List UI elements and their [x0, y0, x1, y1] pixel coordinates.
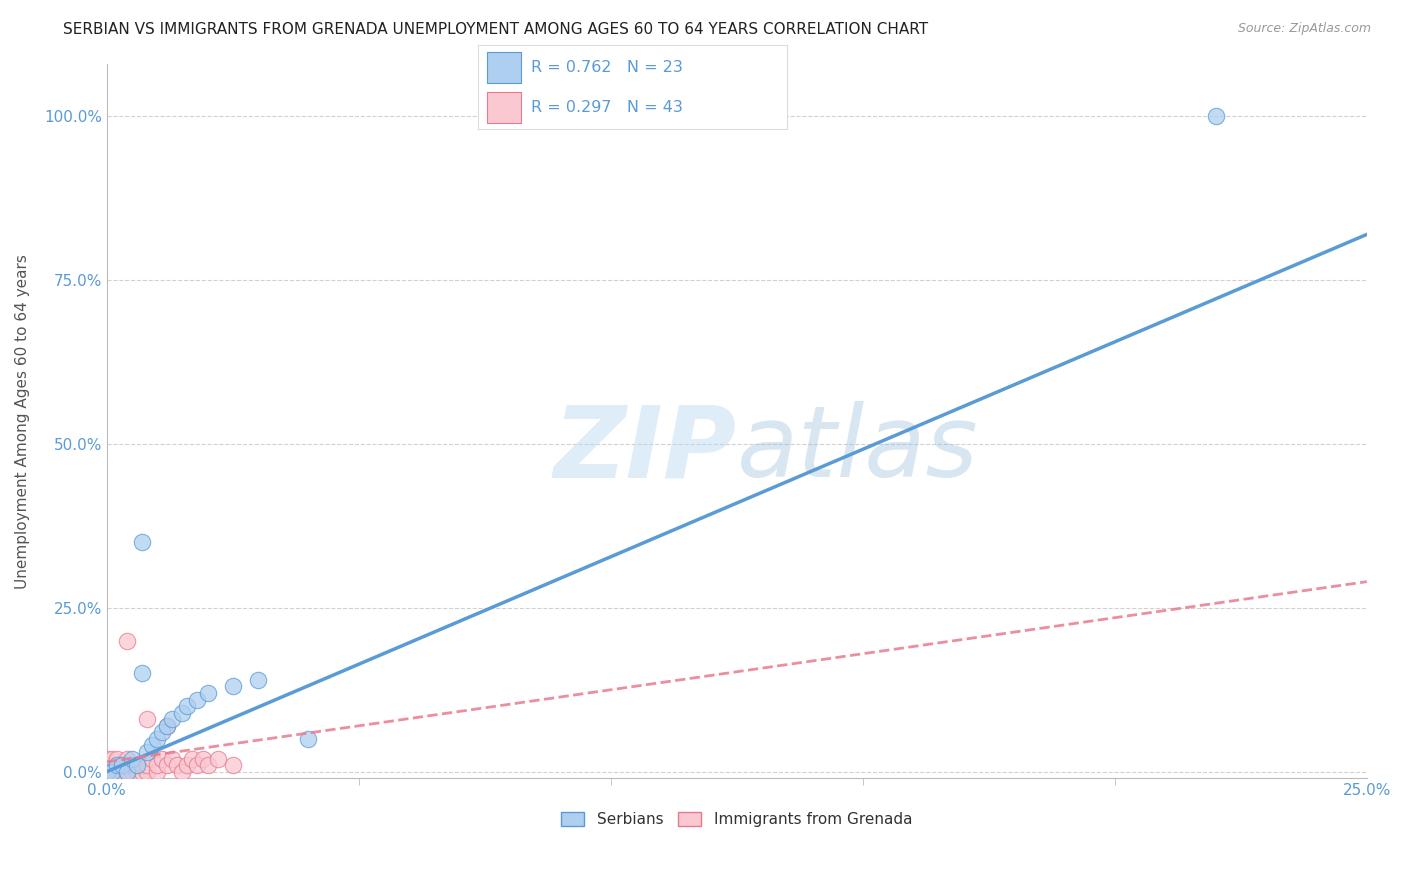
Legend: Serbians, Immigrants from Grenada: Serbians, Immigrants from Grenada [554, 805, 920, 835]
Point [146, 764, 169, 779]
Point [96, 764, 118, 779]
Point [131, 758, 153, 772]
Point [131, 764, 153, 779]
Point [176, 758, 198, 772]
Point [186, 692, 208, 706]
Point [136, 712, 159, 726]
Point [115, 758, 138, 772]
Point [166, 758, 188, 772]
Point [136, 764, 159, 779]
Point [136, 745, 159, 759]
Point [101, 764, 124, 779]
Point [176, 699, 198, 714]
Point [222, 680, 245, 694]
Point [246, 673, 269, 687]
Point [186, 758, 208, 772]
Point [131, 666, 153, 681]
Point [105, 764, 128, 779]
Point [96, 758, 118, 772]
Point [1205, 110, 1227, 124]
Point [115, 633, 138, 648]
Point [111, 758, 134, 772]
Point [150, 751, 173, 765]
Point [125, 764, 148, 779]
Point [172, 706, 194, 720]
Point [111, 764, 134, 779]
Text: Source: ZipAtlas.com: Source: ZipAtlas.com [1237, 22, 1371, 36]
Point [105, 758, 128, 772]
Point [191, 751, 214, 765]
Point [172, 764, 194, 779]
Point [125, 758, 148, 772]
Point [131, 535, 153, 549]
Point [222, 758, 245, 772]
Point [105, 758, 128, 772]
Point [156, 719, 179, 733]
Point [115, 764, 138, 779]
Point [162, 712, 184, 726]
Point [121, 758, 143, 772]
Point [96, 764, 118, 779]
Y-axis label: Unemployment Among Ages 60 to 64 years: Unemployment Among Ages 60 to 64 years [15, 253, 30, 589]
Point [96, 758, 118, 772]
Point [181, 751, 204, 765]
Point [156, 719, 179, 733]
Point [141, 751, 163, 765]
Point [101, 758, 124, 772]
Point [297, 731, 319, 746]
Point [115, 751, 138, 765]
Text: R = 0.297   N = 43: R = 0.297 N = 43 [530, 100, 682, 115]
Text: SERBIAN VS IMMIGRANTS FROM GRENADA UNEMPLOYMENT AMONG AGES 60 TO 64 YEARS CORREL: SERBIAN VS IMMIGRANTS FROM GRENADA UNEMP… [63, 22, 928, 37]
FancyBboxPatch shape [488, 92, 522, 122]
Point [96, 764, 118, 779]
Point [197, 758, 219, 772]
Point [125, 758, 148, 772]
Point [121, 751, 143, 765]
Point [101, 751, 124, 765]
Text: ZIP: ZIP [554, 401, 737, 499]
Point [96, 764, 118, 779]
Point [162, 751, 184, 765]
Point [150, 725, 173, 739]
Point [146, 731, 169, 746]
Point [136, 758, 159, 772]
Point [101, 764, 124, 779]
Point [115, 764, 138, 779]
Point [105, 751, 128, 765]
Point [111, 758, 134, 772]
FancyBboxPatch shape [488, 53, 522, 83]
Text: atlas: atlas [737, 401, 979, 499]
Point [197, 686, 219, 700]
Point [146, 758, 169, 772]
Point [96, 751, 118, 765]
Point [156, 758, 179, 772]
Point [141, 739, 163, 753]
Point [121, 764, 143, 779]
Point [207, 751, 229, 765]
Text: R = 0.762   N = 23: R = 0.762 N = 23 [530, 60, 682, 75]
